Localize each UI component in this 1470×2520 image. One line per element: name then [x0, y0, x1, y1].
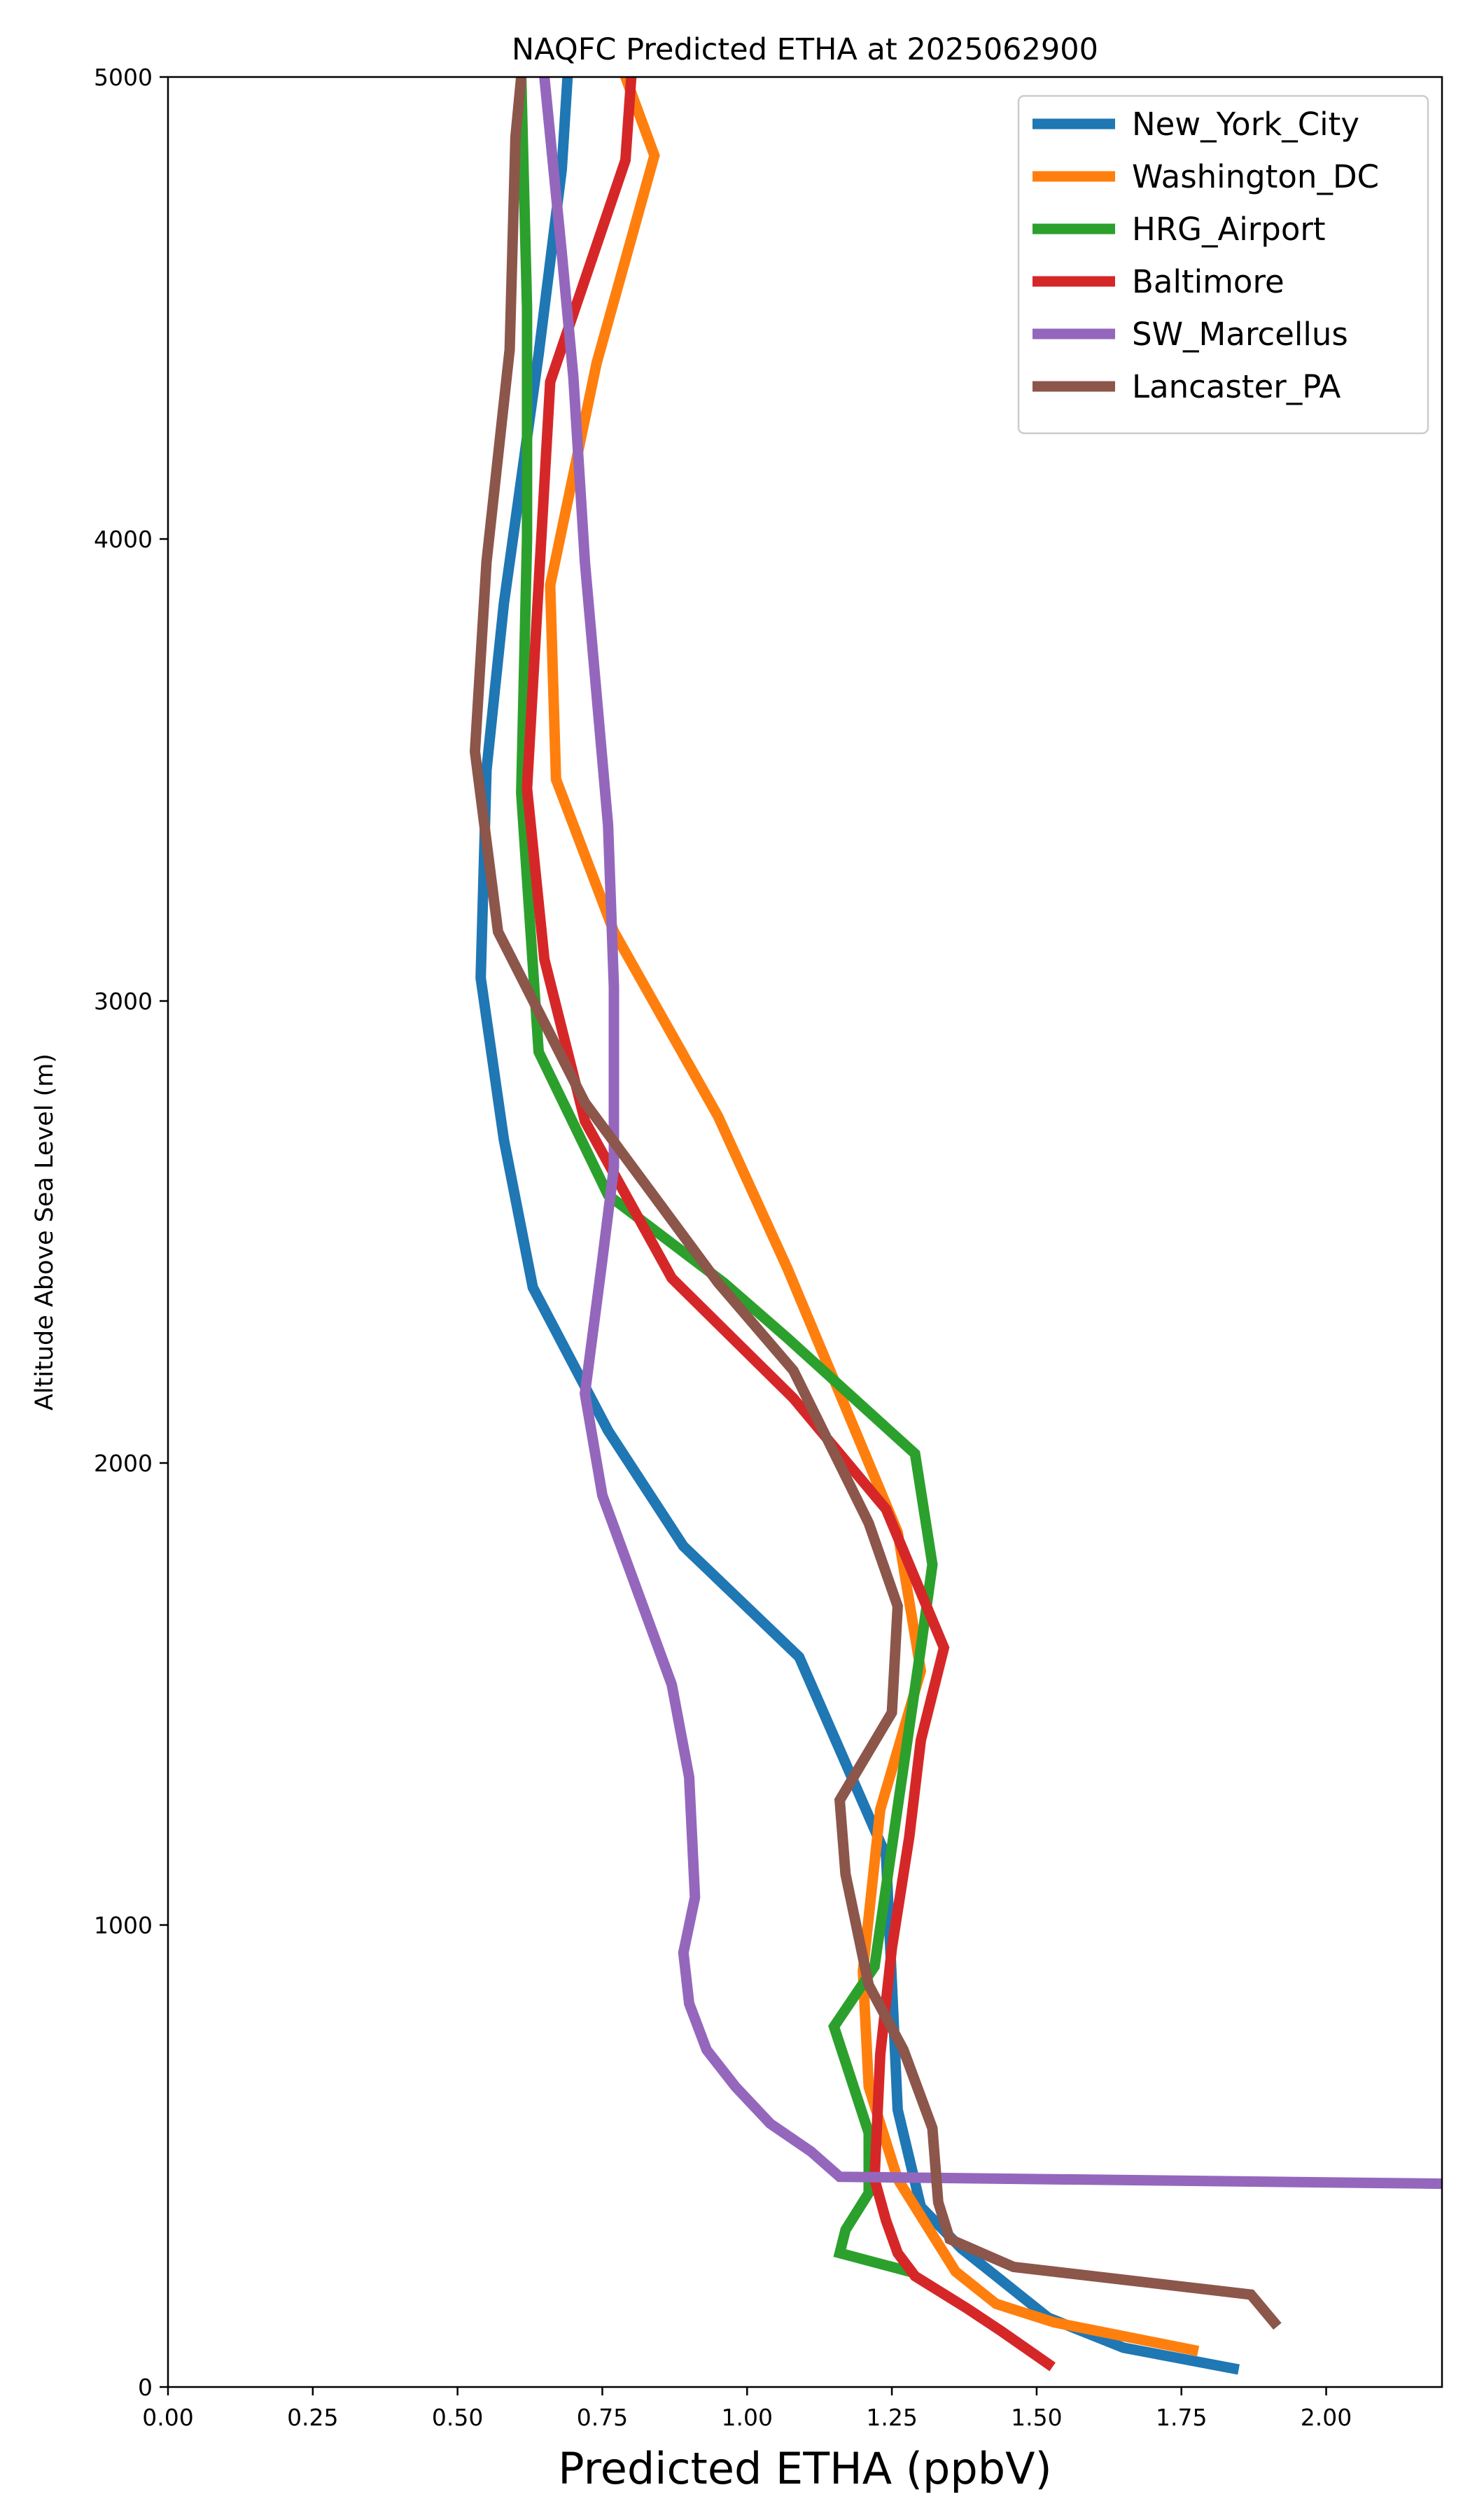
series-layer [469, 77, 1442, 2375]
legend-label-sw-marcellus: SW_Marcellus [1132, 316, 1348, 353]
axis-layer: 0.00 0.25 0.50 0.75 1.00 1.25 1.50 1.75 2.00 0 100… [94, 64, 1443, 2431]
series-line-new-york-city [475, 77, 1240, 2375]
x-tick-label: 1.50 [1011, 2404, 1062, 2431]
y-tick-label: 0 [138, 2374, 153, 2401]
y-tick-label: 1000 [94, 1912, 153, 1939]
legend-box [1017, 94, 1429, 435]
legend-label-baltimore: Baltimore [1132, 263, 1284, 300]
chart-title: NAQFC Predicted ETHA at 2025062900 [512, 32, 1098, 67]
y-tick-label: 5000 [94, 64, 153, 91]
y-axis-label: Altitude Above Sea Level (m) [31, 1054, 59, 1410]
x-tick-label: 0.75 [577, 2404, 628, 2431]
legend-label-hrg-airport: HRG_Airport [1132, 211, 1326, 248]
legend: New_York_City Washington_DC HRG_Airport Bal… [1017, 94, 1429, 435]
y-tick-label: 2000 [94, 1450, 153, 1477]
legend-label-washington-dc: Washington_DC [1132, 158, 1379, 195]
x-axis-label: Predicted ETHA (ppbV) [558, 2443, 1051, 2494]
x-tick-label: 2.00 [1301, 2404, 1352, 2431]
y-tick-label: 4000 [94, 526, 153, 553]
series-line-sw-marcellus [539, 77, 1442, 2190]
series-line-hrg-airport [516, 77, 938, 2278]
legend-label-new-york-city: New_York_City [1132, 106, 1359, 143]
x-tick-label: 1.25 [866, 2404, 917, 2431]
series-line-baltimore [522, 77, 1056, 2372]
series-line-lancaster-pa [469, 77, 1282, 2330]
x-tick-label: 0.25 [287, 2404, 338, 2431]
x-tick-label: 1.75 [1156, 2404, 1207, 2431]
y-tick-label: 3000 [94, 988, 153, 1015]
x-tick-label: 0.00 [142, 2404, 193, 2431]
legend-label-lancaster-pa: Lancaster_PA [1132, 368, 1341, 405]
x-tick-label: 0.50 [432, 2404, 483, 2431]
plot-frame [167, 76, 1443, 2388]
x-tick-label: 1.00 [722, 2404, 773, 2431]
